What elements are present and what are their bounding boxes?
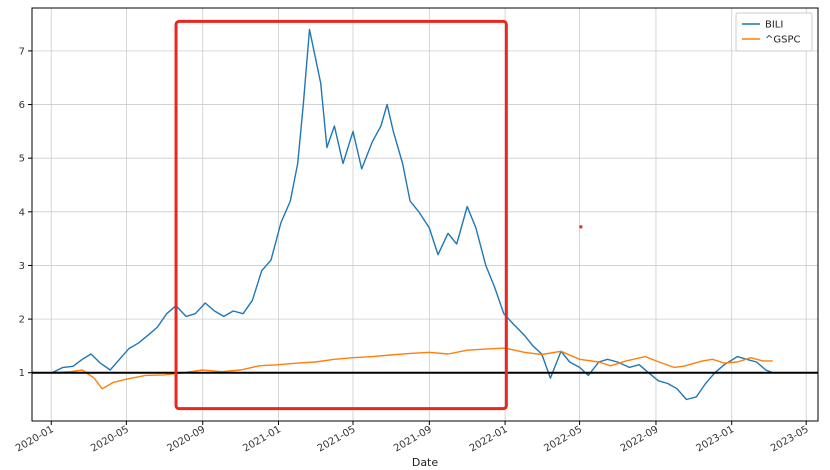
x-tick-label: 2023-05 xyxy=(769,424,811,454)
y-tick-label: 7 xyxy=(19,46,25,57)
x-tick-label: 2023-01 xyxy=(695,424,737,454)
highlight-box xyxy=(174,19,508,411)
y-tick-label: 2 xyxy=(19,315,25,326)
x-tick-label: 2020-09 xyxy=(166,424,208,454)
grid xyxy=(32,8,818,421)
legend-label: ^GSPC xyxy=(765,35,801,46)
x-tick-label: 2021-05 xyxy=(316,424,358,454)
legend-box xyxy=(735,12,813,52)
x-axis-title: Date xyxy=(412,456,439,469)
overlay-layer xyxy=(32,19,818,411)
legend-label: BILI xyxy=(765,20,783,31)
y-tick-label: 1 xyxy=(19,368,25,379)
x-tick-label: 2021-09 xyxy=(392,424,434,454)
legend: BILI ^GSPC xyxy=(735,12,813,52)
y-tick-label: 3 xyxy=(19,261,25,272)
series-line-bili xyxy=(51,28,773,401)
series-layer xyxy=(51,28,773,401)
plot-area-frame xyxy=(31,7,819,422)
y-tick-label: 4 xyxy=(19,207,25,218)
series-line-gspc xyxy=(51,347,773,390)
x-tick-label: 2020-01 xyxy=(14,424,56,454)
annotation-marker xyxy=(579,225,583,229)
x-tick-label: 2022-01 xyxy=(468,424,510,454)
x-tick-label: 2020-05 xyxy=(89,424,131,454)
x-axis: 2020-01 2020-05 2020-09 2021-01 2021-05 2021-… xyxy=(14,421,811,454)
y-tick-label: 5 xyxy=(19,154,25,165)
x-tick-label: 2021-01 xyxy=(241,424,283,454)
y-tick-label: 6 xyxy=(19,100,25,111)
x-tick-label: 2022-05 xyxy=(542,424,584,454)
y-axis: 1 2 3 4 5 6 7 xyxy=(19,46,32,379)
x-tick-label: 2022-09 xyxy=(619,424,661,454)
